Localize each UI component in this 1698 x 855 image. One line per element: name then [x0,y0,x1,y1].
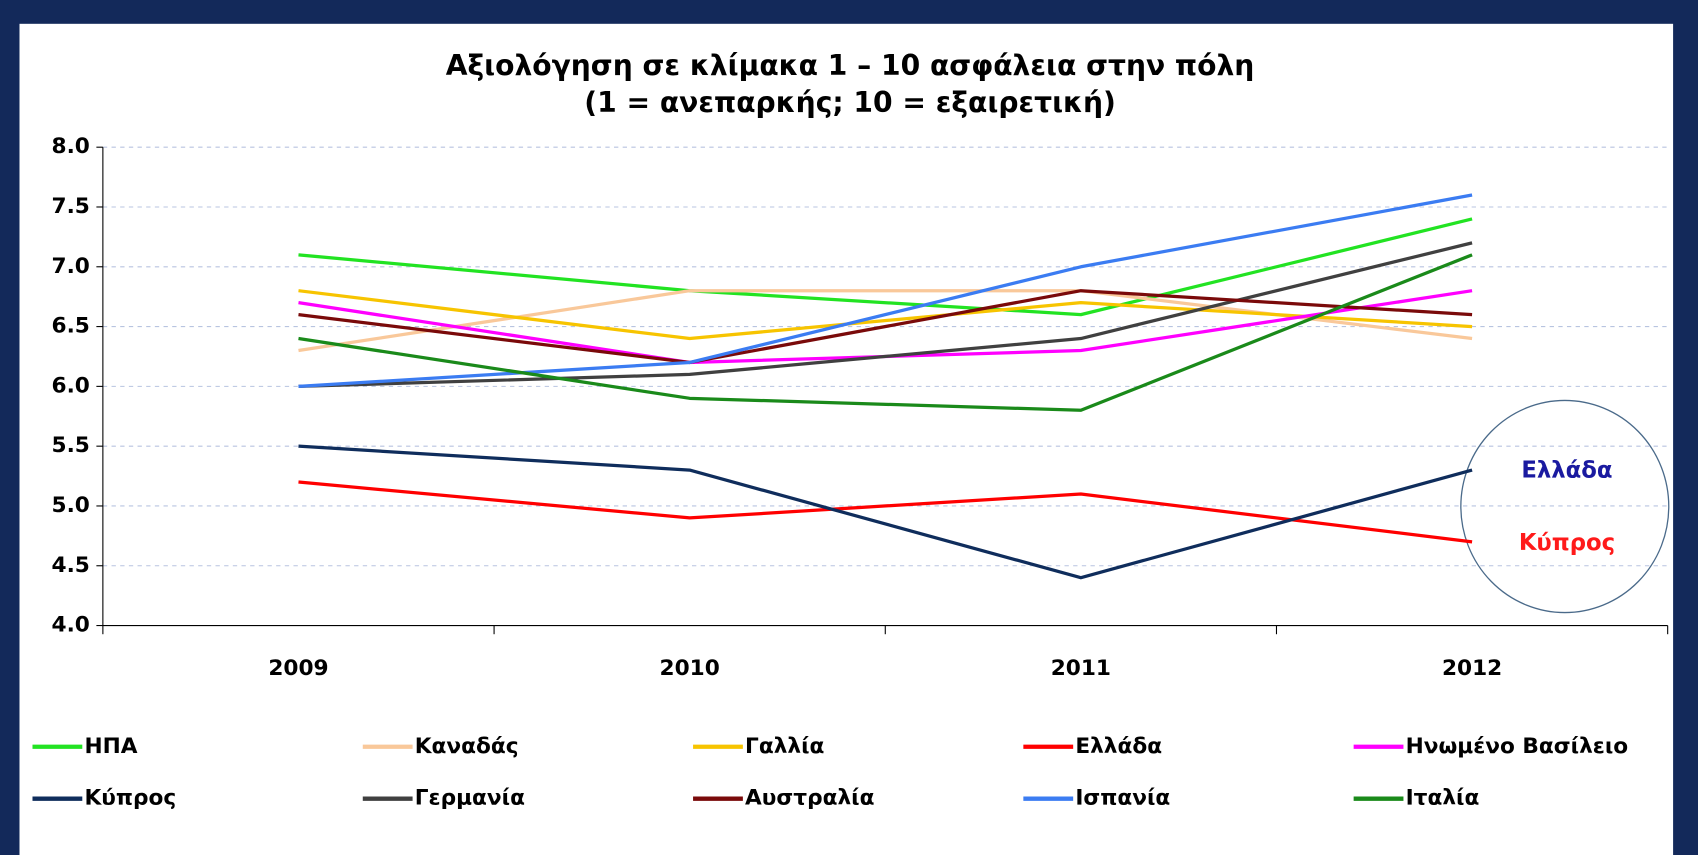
x-tick-label: 2012 [1442,656,1502,681]
series-line [298,444,1473,580]
series-line [298,289,1473,365]
y-tick-label: 4.0 [52,613,90,638]
highlight-circle [1460,399,1670,614]
y-tick-label: 5.0 [52,493,90,518]
annotation: Ελλάδα [1521,457,1612,483]
series-line [298,193,1473,388]
y-tick-label: 7.0 [52,254,90,279]
chart-title: Αξιολόγηση σε κλίμακα 1 – 10 ασφάλεια στ… [446,49,1255,82]
y-tick-label: 4.5 [52,553,90,578]
legend-label: ΗΠΑ [84,734,137,759]
y-tick-label: 7.5 [52,194,90,219]
x-tick-label: 2009 [268,656,328,681]
legend-label: Ιταλία [1406,786,1480,811]
chart-area [19,23,1674,855]
legend-label: Γαλλία [745,734,824,759]
legend-label: Γερμανία [415,786,525,811]
y-tick-label: 6.5 [52,314,90,339]
legend-label: Ισπανία [1075,786,1170,811]
x-tick-label: 2011 [1051,656,1111,681]
series-line [298,480,1473,544]
annotation: Κύπρος [1519,530,1615,556]
series-line [298,289,1473,341]
chart-subtitle: (1 = ανεπαρκής; 10 = εξαιρετική) [584,86,1116,119]
y-tick-label: 8.0 [52,134,90,159]
legend-label: Αυστραλία [745,786,874,811]
y-tick-label: 6.0 [52,373,90,398]
series-line [298,241,1473,388]
series-line [298,217,1473,317]
x-tick-label: 2010 [660,656,720,681]
legend-label: Ηνωμένο Βασίλειο [1406,734,1629,759]
series-line [298,253,1473,412]
legend-label: Καναδάς [415,734,519,759]
y-tick-label: 5.5 [52,433,90,458]
legend-label: Ελλάδα [1075,734,1162,759]
legend-label: Κύπρος [84,786,176,811]
